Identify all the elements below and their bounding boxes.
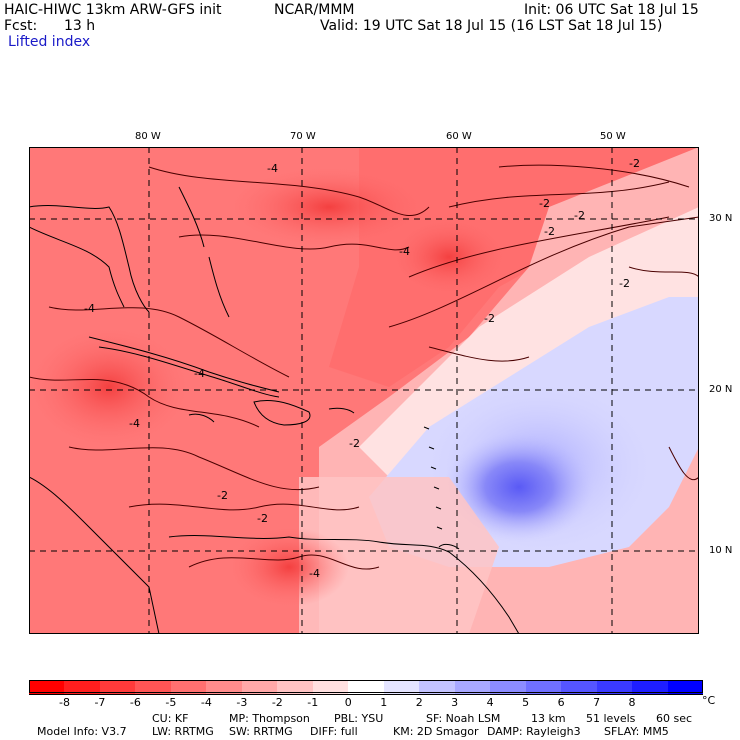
field-region-central-red	[389, 217, 509, 297]
cuba-coast	[88, 336, 280, 393]
contour-label: -2	[484, 312, 495, 325]
forecast-label: Fcst:	[4, 18, 38, 34]
field-region-venezuela-red	[229, 527, 349, 607]
colorbar-label: 5	[522, 696, 530, 709]
lon-label-80w: 80 W	[135, 131, 161, 142]
field-name: Lifted index	[8, 34, 91, 50]
forecast-hour: 13 h	[64, 18, 96, 34]
colorbar-label: 3	[451, 696, 459, 709]
field-region-blue-core	[444, 432, 594, 542]
field-region-south-pink	[299, 477, 499, 634]
surface-scheme: SF: Noah LSM	[426, 712, 501, 725]
colorbar-label: 2	[415, 696, 423, 709]
gulf-coast	[29, 226, 125, 308]
institution-label: NCAR/MMM	[274, 2, 355, 18]
valid-time: Valid: 19 UTC Sat 18 Jul 15 (16 LST Sat …	[320, 18, 663, 34]
longwave-scheme: LW: RRTMG	[152, 725, 214, 738]
colorbar-label: 4	[486, 696, 494, 709]
contour-label: -4	[399, 245, 410, 258]
contour-label: -2	[544, 225, 555, 238]
bahamas	[178, 186, 230, 318]
cumulus-scheme: CU: KF	[152, 712, 189, 725]
lifted-index-map: -4 -4 -2 -2 -2 -2 -2 -4 -4 -4 -2 -2 -4 -…	[29, 147, 699, 634]
contour-label: -4	[194, 367, 205, 380]
lon-label-70w: 70 W	[290, 131, 316, 142]
time-step: 60 sec	[656, 712, 693, 725]
colorbar-label: 0	[344, 696, 352, 709]
colorbar-label: 8	[628, 696, 636, 709]
contour-label: -2	[619, 277, 630, 290]
colorbar-label: -6	[129, 696, 141, 709]
colorbar-unit: °C	[702, 694, 716, 707]
south-america-coast	[168, 535, 520, 634]
colorbar-label: -8	[58, 696, 70, 709]
damping-option: DAMP: Rayleigh3	[487, 725, 581, 738]
colorbar-label: -7	[94, 696, 106, 709]
colorbar-label: -3	[236, 696, 248, 709]
contour-labels: -4 -4 -2 -2 -2 -2 -2 -4 -4 -4 -2 -2 -4 -…	[84, 157, 640, 580]
coastlines	[29, 186, 520, 634]
cuba-south-coast	[98, 346, 280, 398]
contour-label: -4	[309, 567, 320, 580]
jamaica	[188, 413, 215, 423]
hispaniola	[253, 399, 311, 426]
lon-label-50w: 50 W	[600, 131, 626, 142]
init-time: Init: 06 UTC Sat 18 Jul 15	[524, 2, 699, 18]
lat-label-20n: 20 N	[709, 384, 733, 395]
contour-label: -2	[539, 197, 550, 210]
contour-label: -4	[129, 417, 140, 430]
colorbar-label: -5	[165, 696, 177, 709]
model-version: Model Info: V3.7	[37, 725, 127, 738]
florida-coast	[29, 205, 150, 313]
colorbar-frame	[29, 680, 703, 693]
contour-label: -2	[574, 209, 585, 222]
contour-label: -4	[84, 302, 95, 315]
graticule	[29, 147, 699, 634]
colorbar-label: -4	[200, 696, 212, 709]
contour-label: -4	[267, 162, 278, 175]
map-frame	[29, 147, 699, 634]
trinidad	[438, 543, 460, 550]
colorbar-label: -2	[271, 696, 283, 709]
lat-label-10n: 10 N	[709, 545, 733, 556]
model-title: HAIC-HIWC 13km ARW-GFS init	[4, 2, 222, 18]
colorbar-label: 7	[593, 696, 601, 709]
field-region-west-red	[29, 327, 189, 447]
microphysics-scheme: MP: Thompson	[229, 712, 310, 725]
eddy-coefficient: KM: 2D Smagor	[393, 725, 479, 738]
colorbar-label: 1	[380, 696, 388, 709]
grid-spacing: 13 km	[531, 712, 566, 725]
puerto-rico	[328, 407, 355, 414]
colorbar-label: 6	[557, 696, 565, 709]
lesser-antilles	[423, 426, 443, 530]
pbl-scheme: PBL: YSU	[334, 712, 384, 725]
contour-label: -2	[629, 157, 640, 170]
contour-label: -2	[217, 489, 228, 502]
lat-label-30n: 30 N	[709, 213, 733, 224]
shortwave-scheme: SW: RRTMG	[229, 725, 293, 738]
contour-label: -2	[349, 437, 360, 450]
colorbar-label: -1	[307, 696, 319, 709]
surface-layer: SFLAY: MM5	[604, 725, 669, 738]
lon-label-60w: 60 W	[446, 131, 472, 142]
contour-label: -2	[257, 512, 268, 525]
diffusion-option: DIFF: full	[310, 725, 358, 738]
field-region-north-red	[229, 167, 429, 247]
contour-lines	[29, 164, 699, 570]
vertical-levels: 51 levels	[586, 712, 636, 725]
model-info-line1: Model Info: V3.7	[30, 712, 127, 738]
central-america-coast	[29, 476, 160, 634]
